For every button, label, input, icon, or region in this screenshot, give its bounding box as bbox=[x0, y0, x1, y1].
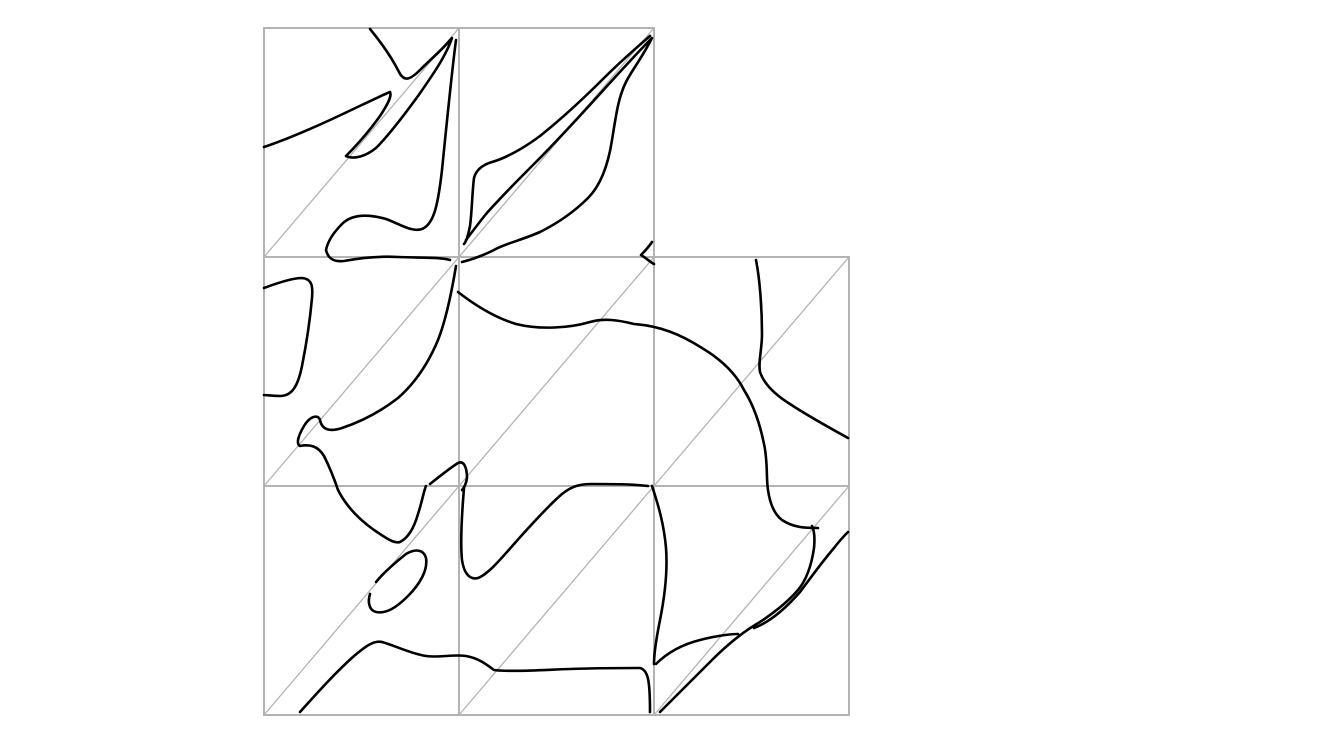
grid-cells bbox=[263, 27, 850, 716]
contour-curve bbox=[459, 482, 650, 580]
cell-diagonal bbox=[653, 256, 850, 487]
contour-curve bbox=[658, 524, 816, 714]
contour-curve bbox=[654, 632, 740, 666]
contour-curve bbox=[639, 240, 656, 266]
contour-curve bbox=[367, 549, 428, 614]
contour-curve bbox=[262, 276, 314, 398]
contour-curve bbox=[460, 36, 654, 264]
cell-diagonal bbox=[653, 485, 850, 716]
contour-curve bbox=[754, 258, 850, 440]
cell-diagonal bbox=[263, 485, 460, 716]
cell-diagonal bbox=[263, 256, 460, 487]
contour-curve bbox=[324, 38, 458, 263]
grid-cell bbox=[653, 485, 850, 716]
contour-curve bbox=[298, 640, 652, 714]
contour-curves bbox=[262, 27, 850, 714]
cell-diagonal bbox=[458, 256, 655, 487]
contour-curve bbox=[650, 484, 668, 666]
contour-curve bbox=[752, 530, 850, 630]
contour-curve bbox=[296, 264, 458, 544]
cell-diagonal bbox=[263, 27, 460, 258]
contour-curve bbox=[262, 27, 454, 159]
contour-curve bbox=[428, 461, 469, 492]
contour-curve bbox=[462, 34, 652, 246]
cell-diagonal bbox=[458, 485, 655, 716]
contour-curve bbox=[456, 290, 820, 530]
